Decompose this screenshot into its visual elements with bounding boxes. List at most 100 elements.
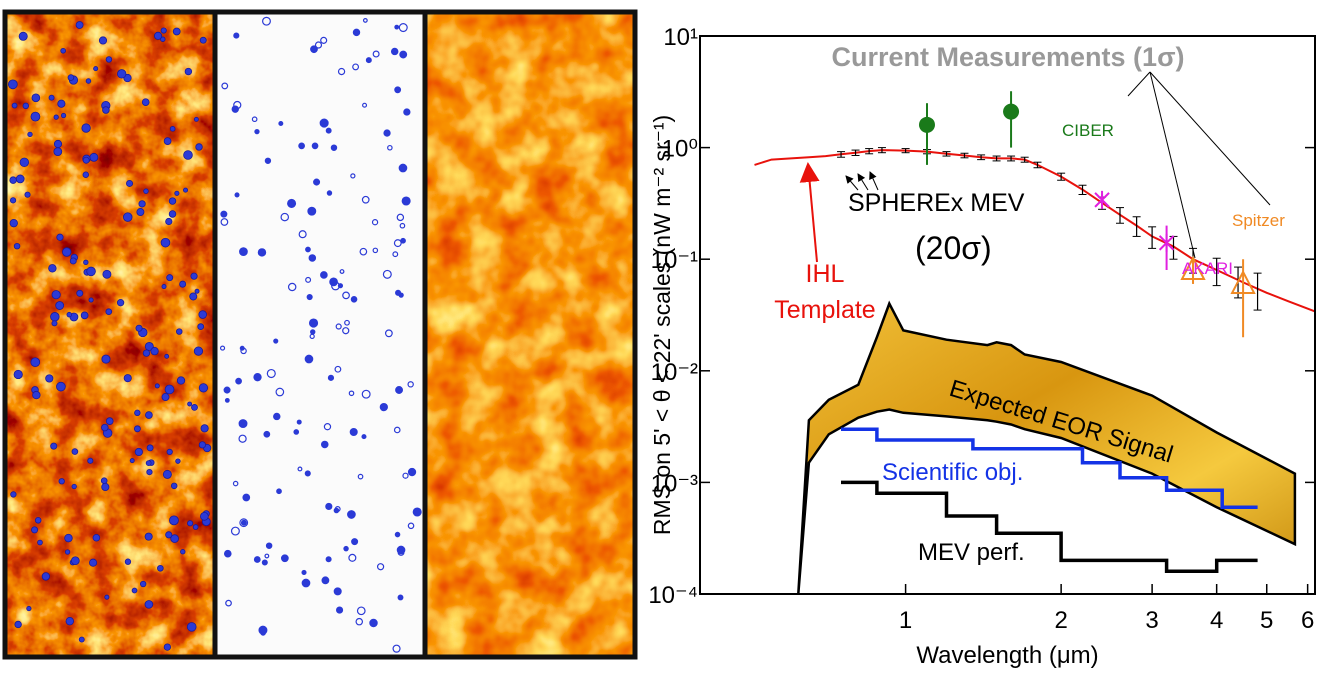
halo-dot [196, 144, 203, 151]
halo-dot [326, 557, 331, 562]
halo-dot [14, 243, 20, 249]
halo-dot [157, 565, 163, 571]
halo-dot [61, 113, 65, 117]
y-tick-label: 10¹ [663, 24, 698, 51]
halo-dot [117, 299, 124, 306]
halo-dot [171, 483, 177, 489]
halo-dot [106, 57, 112, 63]
halo-dot [164, 138, 171, 145]
x-tick-label: 5 [1260, 607, 1273, 634]
halo-dot [132, 588, 137, 593]
x-tick-label: 3 [1145, 607, 1158, 634]
halo-dot [314, 179, 320, 185]
annotation: Scientific obj. [882, 459, 1023, 486]
annotation: MEV perf. [918, 539, 1025, 566]
halo-dot [401, 238, 406, 243]
halo-dot [87, 267, 96, 276]
halo-dot [79, 637, 84, 642]
halo-dot [242, 520, 247, 525]
halo-dot [194, 117, 198, 121]
halo-dot [351, 297, 356, 302]
halo-dot [240, 346, 244, 350]
annotation: Template [774, 296, 875, 324]
halo-dot [225, 551, 231, 557]
halo-dot [66, 617, 74, 625]
halo-dot [52, 291, 60, 299]
halo-dot [90, 153, 98, 161]
halo-dot [184, 151, 193, 160]
halo-dot [65, 550, 70, 555]
halo-dot [262, 560, 267, 565]
pointer [1128, 72, 1150, 96]
halo-dot [71, 557, 79, 565]
halo-dot [15, 621, 22, 628]
halo-dot [307, 295, 312, 300]
halo-dot [309, 255, 315, 261]
halo-dot [106, 309, 112, 315]
halo-dot [135, 448, 142, 455]
halo-dot [145, 533, 152, 540]
halo-dot [258, 249, 265, 256]
halo-dot [194, 347, 202, 355]
halo-dot [187, 521, 192, 526]
halo-dot [165, 354, 169, 358]
halo-dot [23, 103, 29, 109]
halo-dot [392, 48, 398, 54]
halo-dot [62, 248, 71, 257]
halo-dot [35, 517, 41, 523]
halo-dot [151, 347, 158, 354]
halo-dot [25, 192, 30, 197]
halo-dot [224, 387, 230, 393]
halo-dot [163, 470, 171, 478]
halo-dot [254, 374, 261, 381]
halo-dot [68, 75, 74, 81]
halo-dot [145, 412, 152, 419]
halo-dot [162, 284, 166, 288]
halo-dot [400, 51, 407, 58]
halo-dot [221, 211, 227, 217]
halo-dot [350, 429, 357, 436]
x-tick-label: 1 [899, 607, 912, 634]
halo-dot [56, 302, 64, 310]
halo-dot [395, 532, 399, 536]
halo-dot [10, 177, 17, 184]
halo-dot [126, 180, 132, 186]
halo-dot [10, 198, 15, 203]
halo-dot [147, 445, 153, 451]
halo-dot [322, 577, 329, 584]
halo-dot [327, 191, 331, 195]
halo-dot [195, 289, 199, 293]
halo-dot [142, 99, 149, 106]
series-layer [755, 91, 1316, 594]
halo-dot [277, 489, 282, 494]
halo-dot [101, 478, 107, 484]
halo-dot [199, 311, 207, 319]
halo-dot [32, 94, 40, 102]
halo-dot [54, 140, 61, 147]
halo-dot [12, 103, 17, 108]
halo-dot [312, 143, 317, 148]
halo-dot [103, 107, 110, 114]
halo-dot [77, 290, 83, 296]
halo-dot [88, 458, 93, 463]
halo-dot [84, 260, 89, 265]
halo-dot [175, 191, 179, 195]
matter-map [5, 12, 215, 657]
halo-dot [31, 527, 37, 533]
halo-dot [399, 164, 407, 172]
halo-dot [14, 370, 22, 378]
halo-dot [31, 358, 40, 367]
halo-dot [328, 375, 333, 380]
halo-dot [102, 355, 110, 363]
halo-dot [135, 410, 141, 416]
halo-dot [370, 619, 377, 626]
halo-dot [165, 385, 174, 394]
halo-dot [139, 201, 145, 207]
halo-dot [124, 375, 131, 382]
halo-dot [140, 581, 146, 587]
halo-dot [170, 126, 175, 131]
simulation-maps [5, 12, 635, 657]
halo-dot [380, 404, 387, 411]
halo-dot [326, 503, 332, 509]
halo-dot [19, 32, 27, 40]
